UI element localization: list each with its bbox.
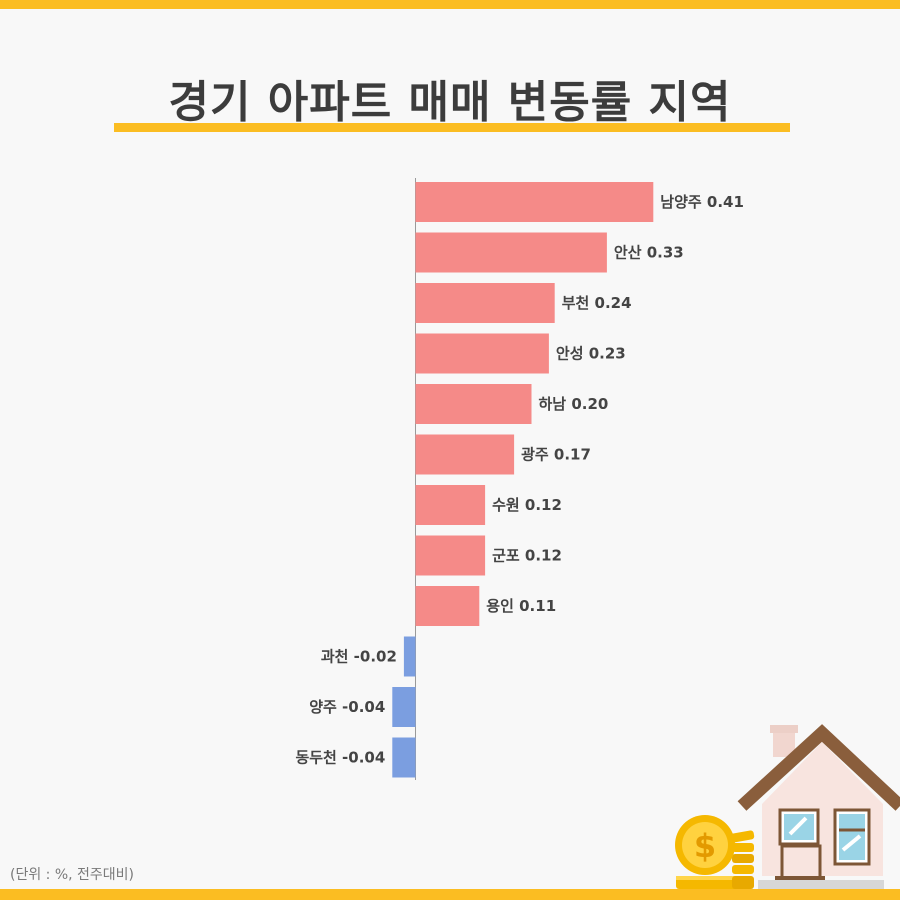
- bar-부천: [415, 283, 555, 323]
- bar-안산: [415, 232, 607, 273]
- bar-label-양주: 양주 -0.04: [309, 698, 385, 716]
- unit-note: (단위 : %, 전주대비): [10, 867, 135, 883]
- bar-label-용인: 용인 0.11: [486, 597, 556, 615]
- bar-label-수원: 수원 0.12: [492, 496, 562, 514]
- bar-label-안산: 안산 0.33: [614, 244, 684, 262]
- bottom-accent-strip: [0, 889, 900, 900]
- coin-stack-icon: [676, 830, 755, 889]
- bar-과천: [403, 636, 416, 677]
- bar-용인: [415, 586, 480, 626]
- house-icon: [737, 724, 900, 889]
- bars-group: 남양주 0.41 안산 0.33 부천 0.24 안성 0.23 하남 0.20 광주 0…: [295, 182, 744, 778]
- bar-동두천: [392, 737, 416, 778]
- bar-광주: [415, 434, 515, 475]
- bar-군포: [415, 535, 486, 576]
- top-accent-strip: [0, 0, 900, 9]
- bar-label-동두천: 동두천 -0.04: [295, 749, 385, 767]
- bar-안성: [415, 333, 549, 374]
- title-underline: [114, 123, 790, 132]
- bar-label-광주: 광주 0.17: [521, 446, 591, 464]
- chart-title: 경기 아파트 매매 변동률 지역: [168, 77, 732, 128]
- bar-수원: [415, 485, 486, 525]
- bar-label-부천: 부천 0.24: [562, 294, 632, 312]
- bar-양주: [392, 687, 416, 727]
- bar-남양주: [415, 182, 654, 222]
- dollar-coin-icon: $: [675, 815, 735, 875]
- bar-label-군포: 군포 0.12: [492, 547, 562, 565]
- bar-label-남양주: 남양주 0.41: [660, 193, 744, 211]
- bar-label-하남: 하남 0.20: [539, 395, 609, 413]
- bar-label-과천: 과천 -0.02: [321, 648, 397, 666]
- bar-하남: [415, 384, 532, 424]
- svg-text:$: $: [694, 827, 716, 865]
- bar-label-안성: 안성 0.23: [556, 345, 626, 363]
